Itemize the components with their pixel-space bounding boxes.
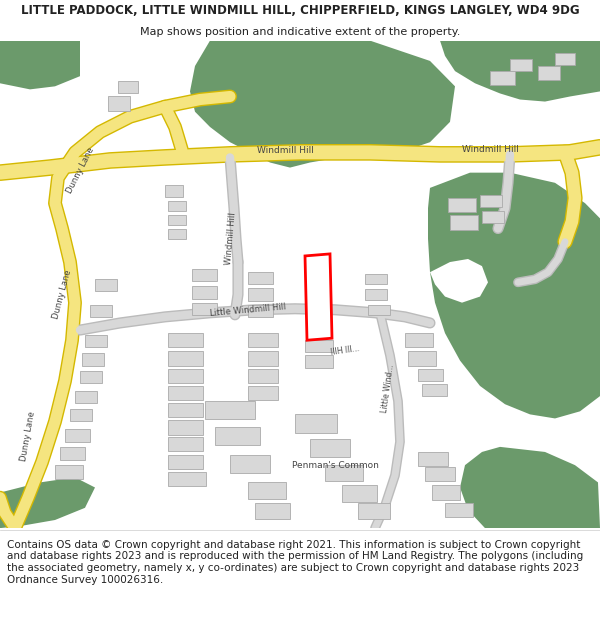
Polygon shape	[168, 351, 203, 366]
Polygon shape	[168, 333, 203, 348]
Polygon shape	[0, 478, 95, 528]
Polygon shape	[190, 41, 455, 168]
Polygon shape	[192, 269, 217, 281]
Polygon shape	[418, 369, 443, 381]
Polygon shape	[192, 302, 217, 315]
Polygon shape	[205, 401, 255, 419]
Polygon shape	[305, 356, 333, 367]
Polygon shape	[365, 274, 387, 284]
Polygon shape	[538, 66, 560, 80]
Polygon shape	[418, 452, 448, 466]
Polygon shape	[168, 215, 186, 226]
Polygon shape	[510, 59, 532, 71]
Polygon shape	[168, 472, 206, 486]
Polygon shape	[0, 41, 80, 89]
Polygon shape	[365, 289, 387, 299]
Polygon shape	[165, 185, 183, 197]
Polygon shape	[460, 447, 600, 528]
Text: Penman's Common: Penman's Common	[292, 461, 379, 469]
Polygon shape	[230, 455, 270, 473]
Polygon shape	[248, 369, 278, 383]
Text: Windmill Hill: Windmill Hill	[257, 146, 313, 155]
Polygon shape	[168, 369, 203, 383]
Polygon shape	[65, 429, 90, 442]
Polygon shape	[108, 96, 130, 111]
Polygon shape	[118, 81, 138, 93]
Polygon shape	[192, 286, 217, 299]
Polygon shape	[168, 201, 186, 211]
Text: Little Windmill Hill: Little Windmill Hill	[209, 302, 286, 318]
Polygon shape	[430, 41, 600, 101]
Polygon shape	[368, 304, 390, 315]
Polygon shape	[430, 259, 488, 302]
Polygon shape	[358, 503, 390, 519]
Polygon shape	[248, 351, 278, 366]
Polygon shape	[428, 173, 600, 419]
Polygon shape	[555, 52, 575, 65]
Polygon shape	[490, 71, 515, 85]
Polygon shape	[248, 386, 278, 400]
Polygon shape	[168, 386, 203, 400]
Polygon shape	[55, 465, 83, 479]
Polygon shape	[325, 465, 363, 481]
Polygon shape	[480, 195, 502, 208]
Polygon shape	[80, 371, 102, 383]
Polygon shape	[450, 215, 478, 229]
Polygon shape	[248, 333, 278, 348]
Polygon shape	[405, 333, 433, 348]
Polygon shape	[448, 198, 476, 212]
Polygon shape	[168, 403, 203, 418]
Polygon shape	[305, 254, 332, 340]
Polygon shape	[70, 409, 92, 421]
Polygon shape	[75, 391, 97, 403]
Polygon shape	[95, 279, 117, 291]
Polygon shape	[215, 426, 260, 445]
Text: Windmill Hill: Windmill Hill	[461, 145, 518, 154]
Polygon shape	[248, 272, 273, 284]
Polygon shape	[432, 486, 460, 500]
Polygon shape	[168, 421, 203, 435]
Polygon shape	[425, 468, 455, 481]
Polygon shape	[85, 335, 107, 348]
Polygon shape	[82, 354, 104, 366]
Text: Windmill Hill: Windmill Hill	[224, 212, 238, 265]
Polygon shape	[168, 229, 186, 239]
Polygon shape	[342, 486, 377, 502]
Polygon shape	[445, 503, 473, 517]
Polygon shape	[168, 437, 203, 451]
Polygon shape	[248, 289, 273, 301]
Text: Little Wind…: Little Wind…	[380, 363, 396, 413]
Polygon shape	[90, 304, 112, 317]
Polygon shape	[168, 455, 203, 469]
Text: Contains OS data © Crown copyright and database right 2021. This information is : Contains OS data © Crown copyright and d…	[7, 540, 583, 584]
Polygon shape	[310, 439, 350, 457]
Polygon shape	[422, 384, 447, 396]
Polygon shape	[248, 304, 273, 317]
Text: Dunny Lane: Dunny Lane	[51, 269, 73, 320]
Polygon shape	[255, 503, 290, 519]
Text: Dunny Lane: Dunny Lane	[64, 146, 95, 195]
Polygon shape	[295, 414, 337, 432]
Polygon shape	[408, 351, 436, 366]
Polygon shape	[60, 447, 85, 460]
Polygon shape	[482, 211, 504, 223]
Polygon shape	[248, 482, 286, 499]
Polygon shape	[305, 340, 333, 352]
Text: LITTLE PADDOCK, LITTLE WINDMILL HILL, CHIPPERFIELD, KINGS LANGLEY, WD4 9DG: LITTLE PADDOCK, LITTLE WINDMILL HILL, CH…	[20, 4, 580, 17]
Text: Dunny Lane: Dunny Lane	[19, 411, 37, 462]
Text: Map shows position and indicative extent of the property.: Map shows position and indicative extent…	[140, 27, 460, 37]
Text: lllH lll…: lllH lll…	[330, 344, 360, 357]
